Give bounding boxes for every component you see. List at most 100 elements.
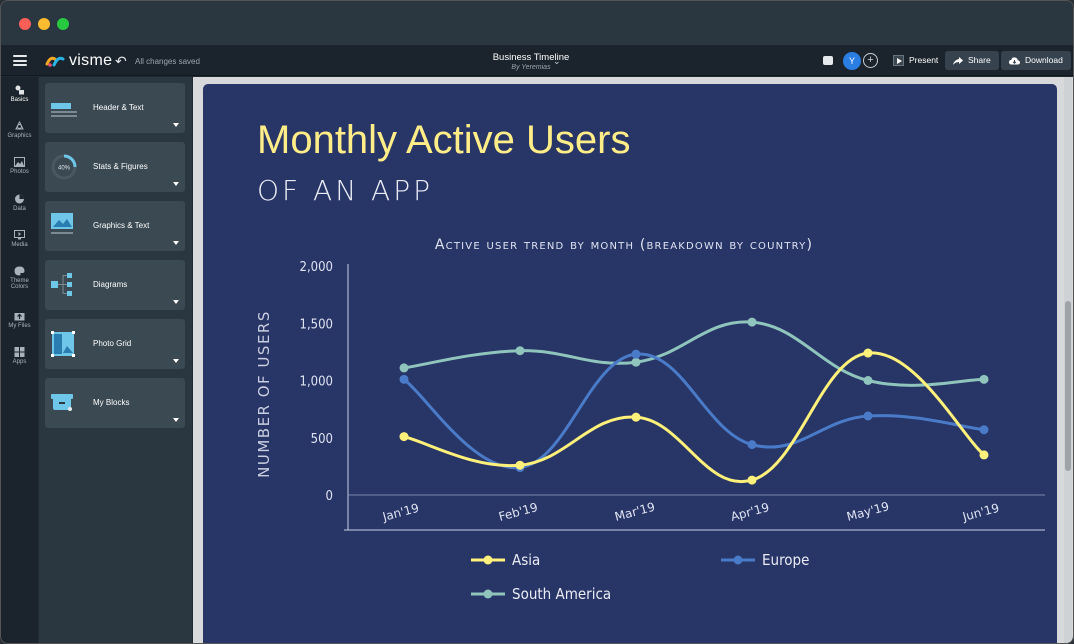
legend-label-south-america: South America	[512, 585, 611, 603]
data-point-europe	[631, 349, 641, 359]
present-label: Present	[909, 55, 939, 65]
x-tick-label: Apr'19	[729, 500, 771, 524]
visme-logo-icon	[45, 56, 65, 67]
palette-icon	[14, 266, 25, 276]
canvas-scroll-thumb[interactable]	[1065, 301, 1071, 471]
rail-item-photos[interactable]: Photos	[1, 157, 38, 175]
graphics-icon	[15, 121, 24, 130]
y-tick-label: 0	[326, 489, 333, 504]
data-point-south-america	[747, 317, 757, 327]
card-label: Photo Grid	[93, 339, 132, 348]
y-tick-label: 500	[311, 432, 333, 447]
chevron-down-icon[interactable]	[173, 182, 179, 186]
y-tick-label: 1,000	[300, 375, 333, 390]
data-point-asia	[515, 460, 525, 470]
slide-subtitle[interactable]: OF AN APP	[257, 174, 433, 207]
block-card-my-blocks[interactable]: My Blocks	[45, 378, 185, 428]
menu-icon[interactable]	[13, 55, 27, 66]
stats-icon-text: 40%	[58, 166, 71, 172]
play-icon	[893, 55, 904, 66]
slide[interactable]: Monthly Active Users OF AN APP Active us…	[203, 84, 1057, 644]
chart-title: Active user trend by month (breakdown by…	[435, 237, 813, 253]
block-card-diagrams[interactable]: Diagrams	[45, 260, 185, 310]
chevron-down-icon[interactable]: ⌄	[553, 56, 561, 66]
x-tick-label: Jan'19	[380, 501, 420, 524]
data-point-europe	[399, 374, 409, 384]
stats-figures-icon: 40%	[51, 154, 77, 180]
basics-panel: Header & Text 40% Stats & Figures Graphi…	[39, 77, 192, 643]
minimize-window-button[interactable]	[38, 18, 50, 30]
data-point-south-america	[863, 376, 873, 385]
add-collaborator-button[interactable]: +	[863, 53, 878, 68]
download-button[interactable]: Download	[1001, 51, 1071, 70]
photo-grid-icon	[51, 331, 75, 357]
photos-icon	[14, 157, 25, 167]
document-author: By Yeremias	[511, 64, 551, 71]
rail-label: Apps	[12, 359, 27, 365]
rail-label: Basics	[10, 97, 29, 103]
close-window-button[interactable]	[19, 18, 31, 30]
card-label: Stats & Figures	[93, 162, 148, 171]
my-blocks-icon	[51, 394, 73, 411]
data-point-europe	[747, 440, 757, 450]
data-point-asia	[863, 348, 873, 358]
rail-item-basics[interactable]: Basics	[1, 85, 38, 103]
data-point-south-america	[979, 374, 989, 384]
card-label: Diagrams	[93, 280, 128, 289]
legend-marker-asia	[483, 555, 493, 565]
x-tick-label: Mar'19	[613, 500, 656, 524]
chevron-down-icon[interactable]	[173, 300, 179, 304]
rail-label: Photos	[10, 169, 29, 175]
chevron-down-icon[interactable]	[173, 359, 179, 363]
rail-item-apps[interactable]: Apps	[1, 347, 38, 365]
chevron-down-icon[interactable]	[173, 123, 179, 127]
legend-label-asia: Asia	[512, 551, 540, 569]
apps-icon	[14, 347, 25, 357]
rail-label: Data	[13, 206, 26, 212]
rail-item-media[interactable]: Media	[1, 230, 38, 248]
chevron-down-icon[interactable]	[173, 241, 179, 245]
document-title[interactable]: Business Timeline	[492, 52, 570, 63]
rail-item-my-files[interactable]: My Files	[1, 311, 38, 329]
data-point-south-america	[399, 363, 409, 373]
media-icon	[14, 230, 25, 240]
rail-item-data[interactable]: Data	[1, 194, 38, 212]
cloud-download-icon	[1009, 56, 1020, 64]
data-point-south-america	[515, 346, 525, 356]
rail-item-theme-colors[interactable]: Theme Colors	[1, 266, 38, 290]
present-button[interactable]: Present	[885, 51, 946, 70]
diagrams-icon	[51, 273, 72, 296]
block-card-header-text[interactable]: Header & Text	[45, 83, 185, 133]
data-point-europe	[863, 411, 873, 421]
y-tick-label: 2,000	[300, 260, 333, 275]
maximize-window-button[interactable]	[57, 18, 69, 30]
data-icon	[15, 194, 24, 204]
undo-icon[interactable]: ↶	[115, 53, 127, 69]
rail-item-graphics[interactable]: Graphics	[1, 121, 38, 139]
legend-marker-europe	[733, 555, 743, 565]
chevron-down-icon[interactable]	[173, 418, 179, 422]
line-chart[interactable]: Active user trend by month (breakdown by…	[203, 84, 1057, 644]
upload-icon	[14, 313, 25, 321]
series-line-europe	[402, 352, 986, 470]
comment-icon[interactable]	[823, 56, 833, 65]
y-axis-label: NUMBER OF USERS	[255, 310, 273, 478]
avatar[interactable]: Y	[843, 52, 861, 70]
left-icon-rail: Basics Graphics Photos Data Media Theme …	[1, 77, 38, 643]
editor-topbar: visme ↶ All changes saved Business Timel…	[1, 45, 1073, 76]
block-card-stats-figures[interactable]: 40% Stats & Figures	[45, 142, 185, 192]
x-tick-label: May'19	[845, 499, 891, 524]
block-card-photo-grid[interactable]: Photo Grid	[45, 319, 185, 369]
data-point-asia	[631, 412, 641, 422]
x-tick-label: Feb'19	[497, 500, 539, 524]
data-point-south-america	[631, 357, 641, 367]
visme-logo[interactable]: visme	[45, 52, 112, 70]
y-tick-label: 1,500	[300, 317, 333, 332]
slide-title[interactable]: Monthly Active Users	[257, 118, 631, 162]
rail-label: Graphics	[7, 133, 32, 139]
logo-text: visme	[69, 52, 113, 69]
legend-marker-south-america	[483, 589, 493, 599]
block-card-graphics-text[interactable]: Graphics & Text	[45, 201, 185, 251]
share-button[interactable]: Share	[945, 51, 999, 70]
